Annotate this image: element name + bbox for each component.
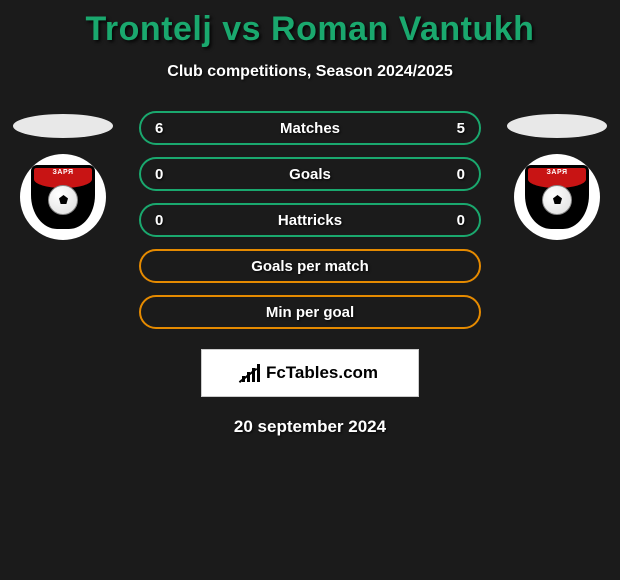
stat-right-value: 0 xyxy=(457,212,465,229)
stat-label: Min per goal xyxy=(141,304,479,321)
stat-label: Goals xyxy=(141,166,479,183)
left-club-badge: ЗАРЯ xyxy=(20,154,106,240)
badge-text: ЗАРЯ xyxy=(525,169,589,176)
stat-right-value: 5 xyxy=(457,120,465,137)
stat-label: Goals per match xyxy=(141,258,479,275)
left-player-column: ЗАРЯ xyxy=(8,114,118,240)
stat-row: Min per goal xyxy=(139,295,481,329)
club-shield-icon: ЗАРЯ xyxy=(525,165,589,229)
stat-left-value: 0 xyxy=(155,212,163,229)
logo-text: FcTables.com xyxy=(266,363,378,383)
stat-left-value: 0 xyxy=(155,166,163,183)
right-player-column: ЗАРЯ xyxy=(502,114,612,240)
stat-label: Hattricks xyxy=(141,212,479,229)
club-shield-icon: ЗАРЯ xyxy=(31,165,95,229)
stat-right-value: 0 xyxy=(457,166,465,183)
right-club-badge: ЗАРЯ xyxy=(514,154,600,240)
stat-row: 0Hattricks0 xyxy=(139,203,481,237)
stat-row: 6Matches5 xyxy=(139,111,481,145)
stat-left-value: 6 xyxy=(155,120,163,137)
date-text: 20 september 2024 xyxy=(0,417,620,437)
stat-row: Goals per match xyxy=(139,249,481,283)
page-title: Trontelj vs Roman Vantukh xyxy=(0,0,620,49)
right-player-placeholder xyxy=(507,114,607,138)
stat-label: Matches xyxy=(141,120,479,137)
stat-row: 0Goals0 xyxy=(139,157,481,191)
left-player-placeholder xyxy=(13,114,113,138)
bar-chart-icon xyxy=(242,364,260,382)
subtitle: Club competitions, Season 2024/2025 xyxy=(0,63,620,81)
fctables-logo: FcTables.com xyxy=(201,349,419,397)
badge-text: ЗАРЯ xyxy=(31,169,95,176)
